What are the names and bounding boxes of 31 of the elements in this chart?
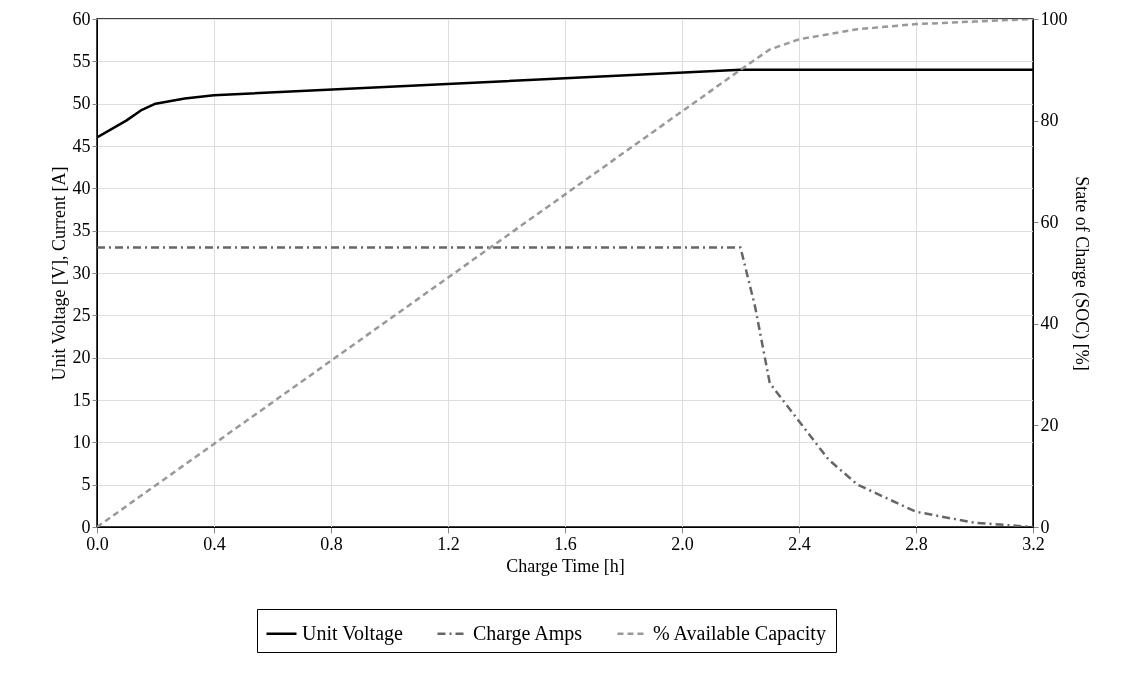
y-tick-label: 15 [72,389,91,410]
x-tick-label: 1.2 [437,533,460,554]
y-tick-label: 50 [72,93,91,114]
y-tick-label: 30 [72,262,91,283]
y-tick-label: 10 [72,431,91,452]
x-axis-title: Charge Time [h] [506,555,625,576]
legend-label: % Available Capacity [653,621,826,645]
y2-tick-label: 60 [1040,211,1059,232]
y2-tick-label: 20 [1040,414,1059,435]
y2-tick-label: 100 [1040,8,1068,29]
y-tick-label: 40 [72,177,91,198]
line-series [97,19,1033,527]
y-tick-label: 60 [72,8,91,29]
y-tick-label: 20 [72,347,91,368]
legend-label: Charge Amps [473,621,583,645]
x-tick-label: 1.6 [554,533,577,554]
y-tick-label: 35 [72,220,91,241]
x-tick-label: 2.8 [905,533,928,554]
y-tick-label: 45 [72,135,91,156]
y-tick-label: 5 [81,474,91,495]
y2-tick-label: 40 [1040,313,1059,334]
y-tick-label: 25 [72,304,91,325]
y2-axis-title: State of Charge (SOC) [%] [1070,176,1092,371]
legend-label: Unit Voltage [302,621,404,645]
x-tick-label: 0.4 [203,533,226,554]
x-tick-label: 2.0 [671,533,694,554]
x-tick-label: 0.8 [320,533,343,554]
x-tick-label: 2.4 [788,533,811,554]
y-axis-title: Unit Voltage [V], Current [A] [48,166,69,381]
y-tick-label: 55 [72,50,91,71]
y2-tick-label: 80 [1040,110,1059,131]
